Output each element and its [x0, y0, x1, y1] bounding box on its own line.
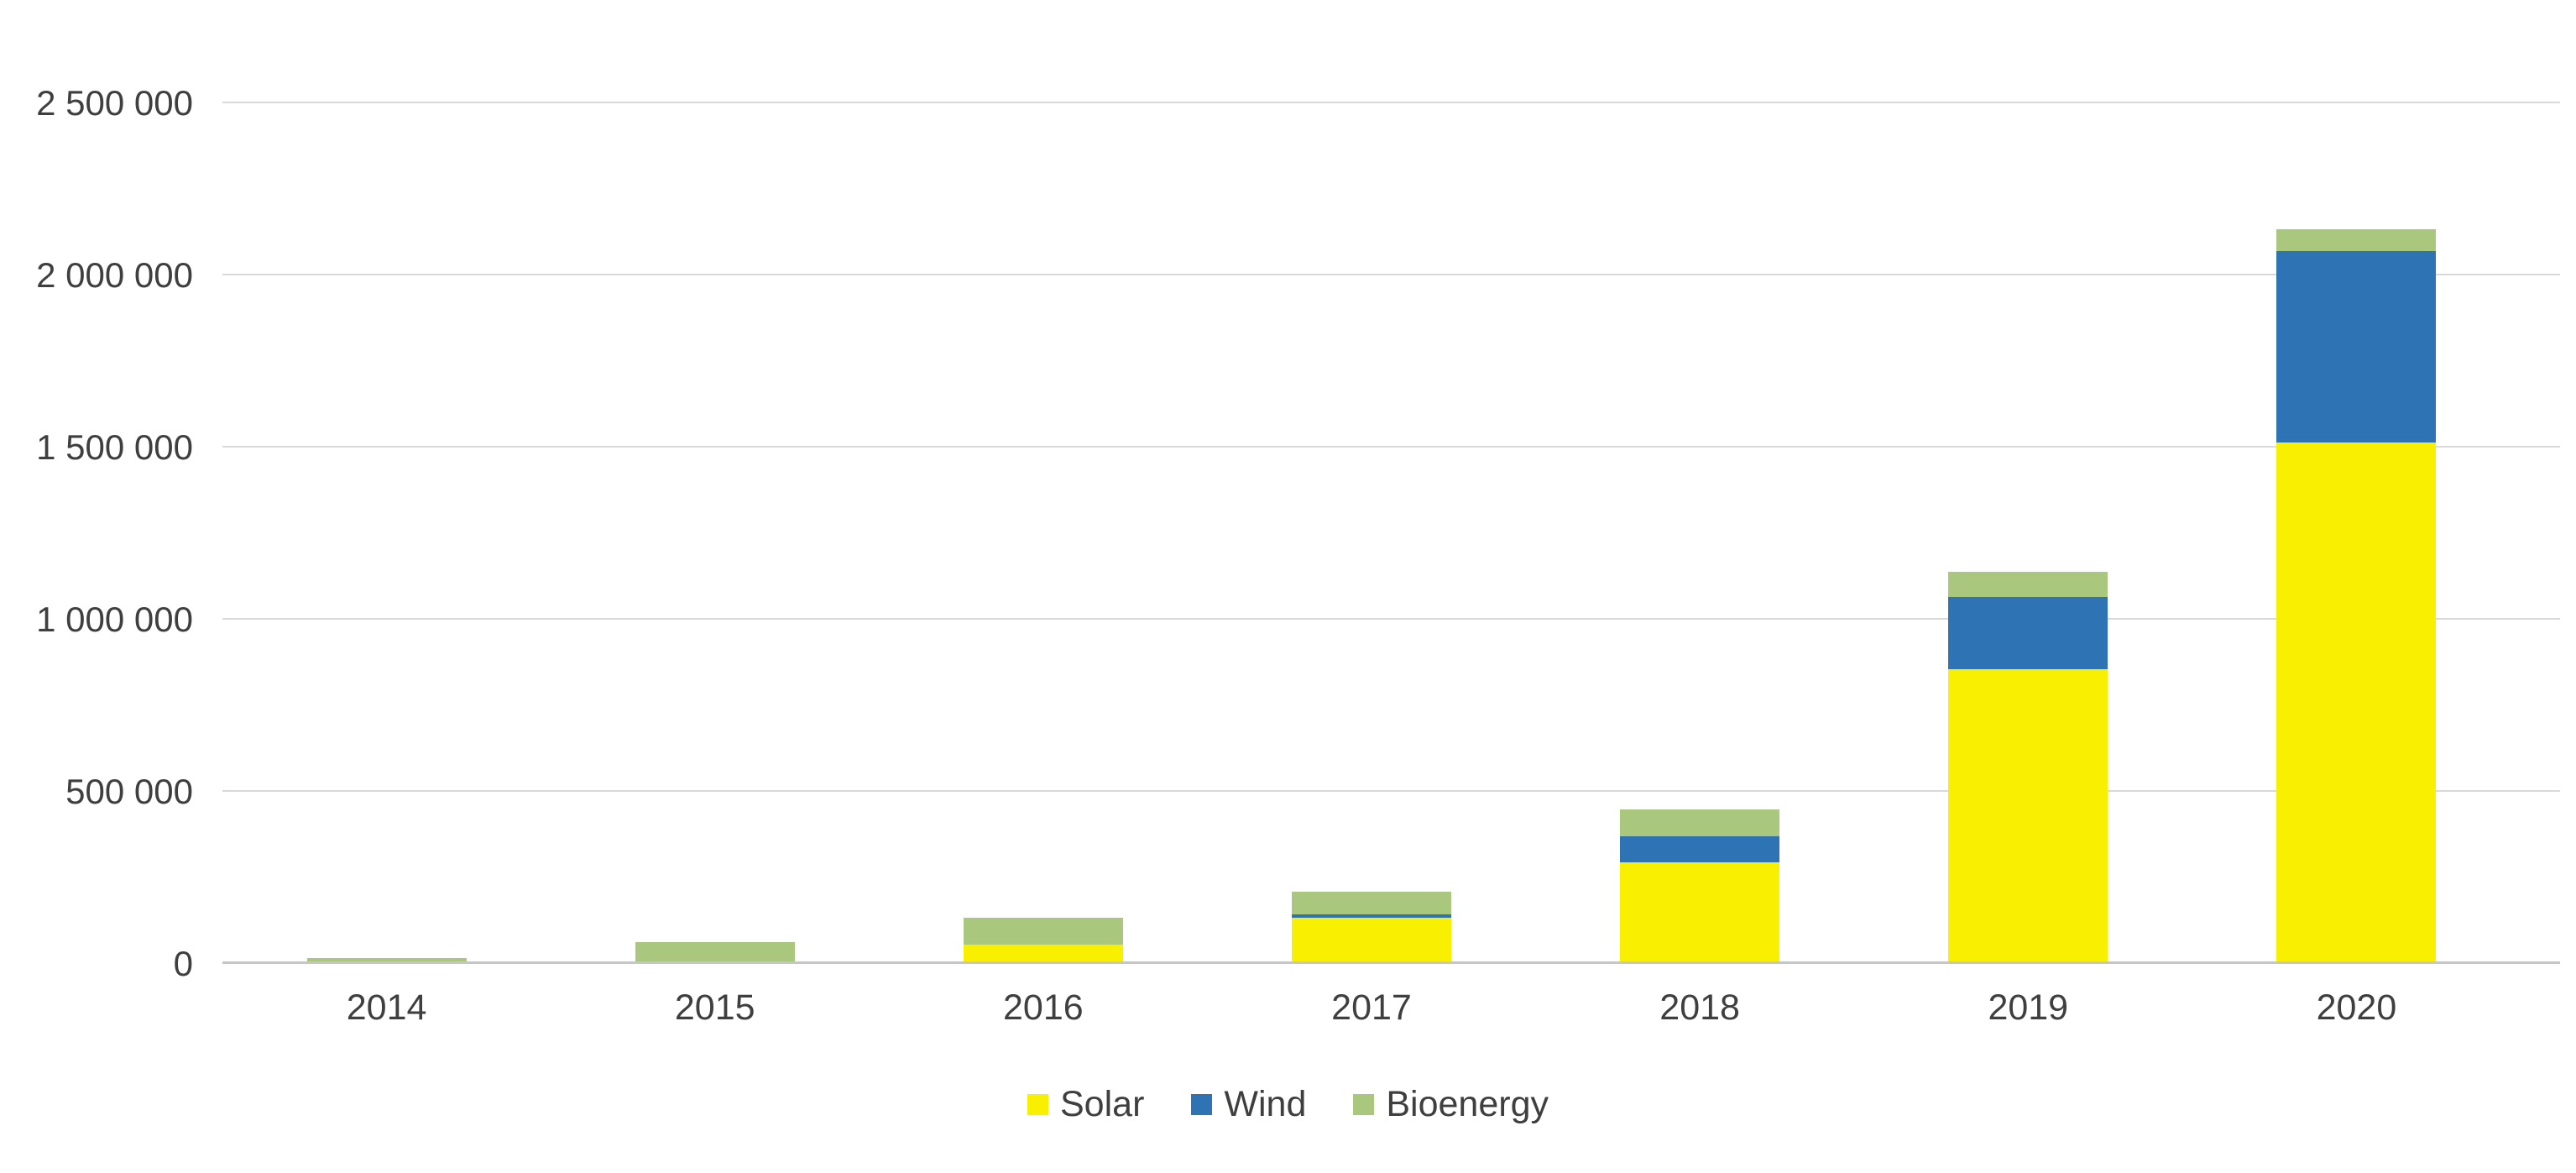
bar-column-2016 [879, 50, 1207, 964]
bar-column-2015 [551, 50, 879, 964]
stacked-bar-2016 [963, 917, 1123, 964]
legend-swatch-wind [1191, 1094, 1213, 1116]
y-tick-label: 2 500 000 [36, 83, 193, 123]
stacked-bar-2020 [2276, 228, 2437, 964]
bar-segment-solar-2019 [1948, 669, 2108, 964]
bar-segment-wind-2019 [1948, 597, 2108, 670]
grid-line [222, 274, 2560, 275]
bar-column-2019 [1864, 50, 2192, 964]
y-tick-label: 2 000 000 [36, 255, 193, 295]
bar-segment-bioenergy-2014 [306, 957, 467, 963]
bar-segment-wind-2017 [1291, 914, 1451, 918]
grid-line [222, 618, 2560, 620]
legend-label: Wind [1224, 1084, 1307, 1124]
x-axis-line [222, 961, 2560, 964]
bar-segment-wind-2020 [2276, 251, 2437, 442]
x-tick-label-2020: 2020 [2316, 987, 2397, 1028]
bar-segment-bioenergy-2016 [963, 917, 1123, 945]
bar-segment-solar-2020 [2276, 442, 2437, 964]
grid-line [222, 790, 2560, 792]
x-tick-label-2015: 2015 [674, 987, 755, 1028]
y-axis: 0 500 000 1 000 000 1 500 000 2 000 000 2 500… [0, 50, 193, 982]
stacked-bar-2019 [1948, 571, 2108, 964]
bar-segment-bioenergy-2019 [1948, 571, 2108, 598]
bar-segment-solar-2018 [1620, 862, 1780, 964]
legend-item-solar: Solar [1027, 1084, 1145, 1124]
x-tick-label-2016: 2016 [1003, 987, 1084, 1028]
x-tick-label-2018: 2018 [1659, 987, 1740, 1028]
legend-label: Bioenergy [1386, 1084, 1549, 1124]
legend-swatch-bioenergy [1353, 1094, 1375, 1116]
legend-item-wind: Wind [1191, 1084, 1307, 1124]
bar-segment-solar-2017 [1291, 917, 1451, 964]
grid-line [222, 446, 2560, 448]
grid-line [222, 102, 2560, 103]
legend-label: Solar [1060, 1084, 1145, 1124]
bar-segment-bioenergy-2015 [635, 942, 795, 963]
plot-area [222, 50, 2560, 964]
x-tick-label-2017: 2017 [1331, 987, 1412, 1028]
bar-segment-bioenergy-2020 [2276, 228, 2437, 252]
bars-group [222, 50, 2521, 964]
bar-column-2018 [1536, 50, 1864, 964]
bar-segment-wind-2018 [1620, 836, 1780, 863]
x-axis: 2014 2015 2016 2017 2018 2019 2020 [222, 987, 2521, 1030]
legend-swatch-solar [1027, 1094, 1048, 1116]
x-tick-label-2014: 2014 [346, 987, 427, 1028]
y-tick-label: 500 000 [65, 772, 193, 811]
bar-segment-bioenergy-2017 [1291, 891, 1451, 914]
y-tick-label: 1 500 000 [36, 427, 193, 467]
bar-column-2017 [1207, 50, 1535, 964]
bar-column-2020 [2192, 50, 2521, 964]
bar-segment-bioenergy-2018 [1620, 809, 1780, 837]
x-tick-label-2019: 2019 [1988, 987, 2069, 1028]
stacked-bar-2017 [1291, 891, 1451, 964]
bar-column-2014 [222, 50, 551, 964]
y-tick-label: 0 [173, 944, 193, 983]
legend-item-bioenergy: Bioenergy [1353, 1084, 1549, 1124]
stacked-bar-2018 [1620, 809, 1780, 964]
legend: Solar Wind Bioenergy [0, 1084, 2576, 1124]
bar-segment-solar-2016 [963, 945, 1123, 964]
y-tick-label: 1 000 000 [36, 600, 193, 639]
